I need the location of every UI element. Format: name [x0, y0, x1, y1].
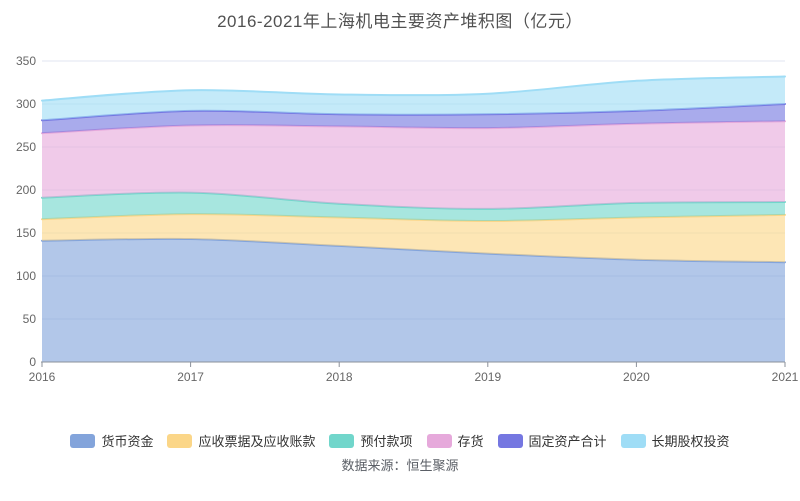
- y-axis-label: 300: [16, 97, 36, 111]
- y-axis-label: 200: [16, 183, 36, 197]
- legend-item-3[interactable]: 存货: [426, 431, 484, 450]
- area-series-1[interactable]: [42, 214, 785, 263]
- area-series-3[interactable]: [42, 121, 785, 209]
- legend-item-0[interactable]: 货币资金: [70, 431, 153, 450]
- area-series-0[interactable]: [42, 238, 785, 362]
- line-series-5: [41, 75, 786, 102]
- legend-item-2[interactable]: 预付款项: [329, 431, 413, 450]
- legend-label: 长期股权投资: [651, 434, 730, 449]
- legend-swatch-icon: [70, 433, 96, 448]
- legend-swatch-icon: [426, 433, 452, 448]
- y-axis-label: 350: [16, 54, 36, 68]
- legend-swatch-icon: [497, 433, 523, 448]
- y-axis-label: 150: [16, 226, 36, 240]
- stacked-area-plot: 2016 2017 2018 2019 2020 2021 0 50 100 150 200 250 3…: [16, 54, 799, 384]
- x-axis-label: 2020: [623, 370, 650, 384]
- x-axis-label: 2018: [326, 370, 353, 384]
- legend-label: 预付款项: [360, 434, 413, 449]
- legend-label: 固定资产合计: [528, 434, 607, 449]
- legend-label: 应收票据及应收账款: [198, 434, 316, 449]
- legend-label: 货币资金: [101, 434, 154, 449]
- y-axis-label: 250: [16, 140, 36, 154]
- area-series-5[interactable]: [42, 76, 785, 121]
- x-axis-label: 2017: [177, 370, 204, 384]
- legend-item-1[interactable]: 应收票据及应收账款: [167, 431, 315, 450]
- legend-swatch-icon: [620, 433, 646, 448]
- legend: 货币资金 应收票据及应收账款 预付款项 存货 固定资产合计 长期股权投资: [0, 431, 800, 450]
- y-axis-label: 0: [29, 355, 36, 369]
- legend-item-4[interactable]: 固定资产合计: [497, 431, 607, 450]
- y-axis-label: 50: [23, 312, 37, 326]
- x-axis-label: 2019: [474, 370, 501, 384]
- data-source-label: 数据来源：恒生聚源: [341, 458, 459, 473]
- x-axis-label: 2021: [772, 370, 799, 384]
- legend-swatch-icon: [167, 433, 193, 448]
- legend-item-5[interactable]: 长期股权投资: [620, 431, 730, 450]
- area-series-2[interactable]: [42, 192, 785, 221]
- x-axis-label: 2016: [29, 370, 56, 384]
- y-axis-label: 100: [16, 269, 36, 283]
- chart-title: 2016-2021年上海机电主要资产堆积图（亿元）: [217, 12, 583, 31]
- legend-swatch-icon: [329, 433, 355, 448]
- legend-label: 存货: [457, 434, 484, 449]
